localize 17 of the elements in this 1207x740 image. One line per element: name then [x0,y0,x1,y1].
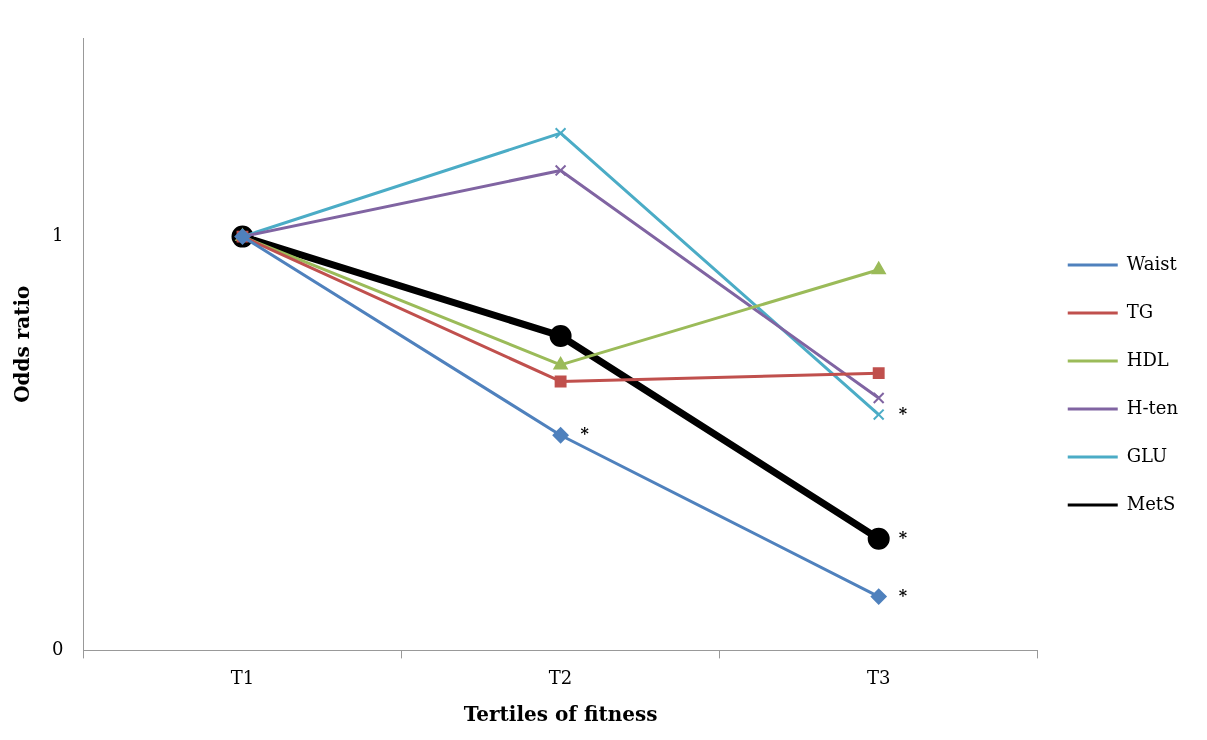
legend-label: Waist [1126,252,1178,274]
annotation: * [898,527,908,547]
legend-label: GLU [1126,444,1168,466]
legend-label: TG [1126,300,1154,322]
annotation: * [898,585,908,605]
x-axis-title: Tertiles of fitness [463,702,658,727]
legend-label: H-ten [1126,396,1179,418]
x-tick-label: T3 [866,666,891,688]
y-tick-label: 0 [52,638,64,660]
annotation: * [580,424,590,444]
y-axis-title: Odds ratio [10,285,35,403]
annotation: * [898,403,908,423]
legend-label: MetS [1126,492,1176,514]
legend-label: HDL [1126,348,1169,370]
x-tick-label: T1 [230,666,255,688]
x-tick-label: T2 [548,666,573,688]
y-tick-label: 1 [52,224,64,246]
